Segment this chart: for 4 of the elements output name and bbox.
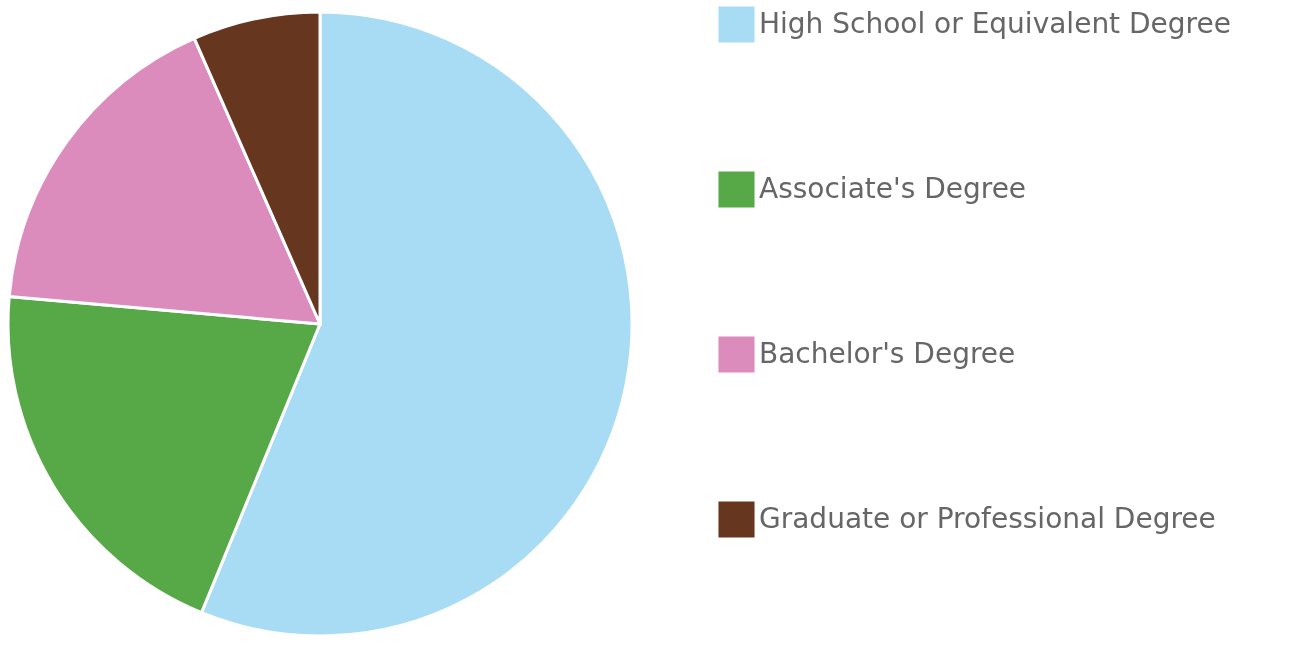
legend-label: Graduate or Professional Degree xyxy=(759,501,1216,535)
legend-label: High School or Equivalent Degree xyxy=(759,6,1231,40)
legend-label: Associate's Degree xyxy=(759,171,1027,205)
legend-label: Bachelor's Degree xyxy=(759,336,1016,370)
